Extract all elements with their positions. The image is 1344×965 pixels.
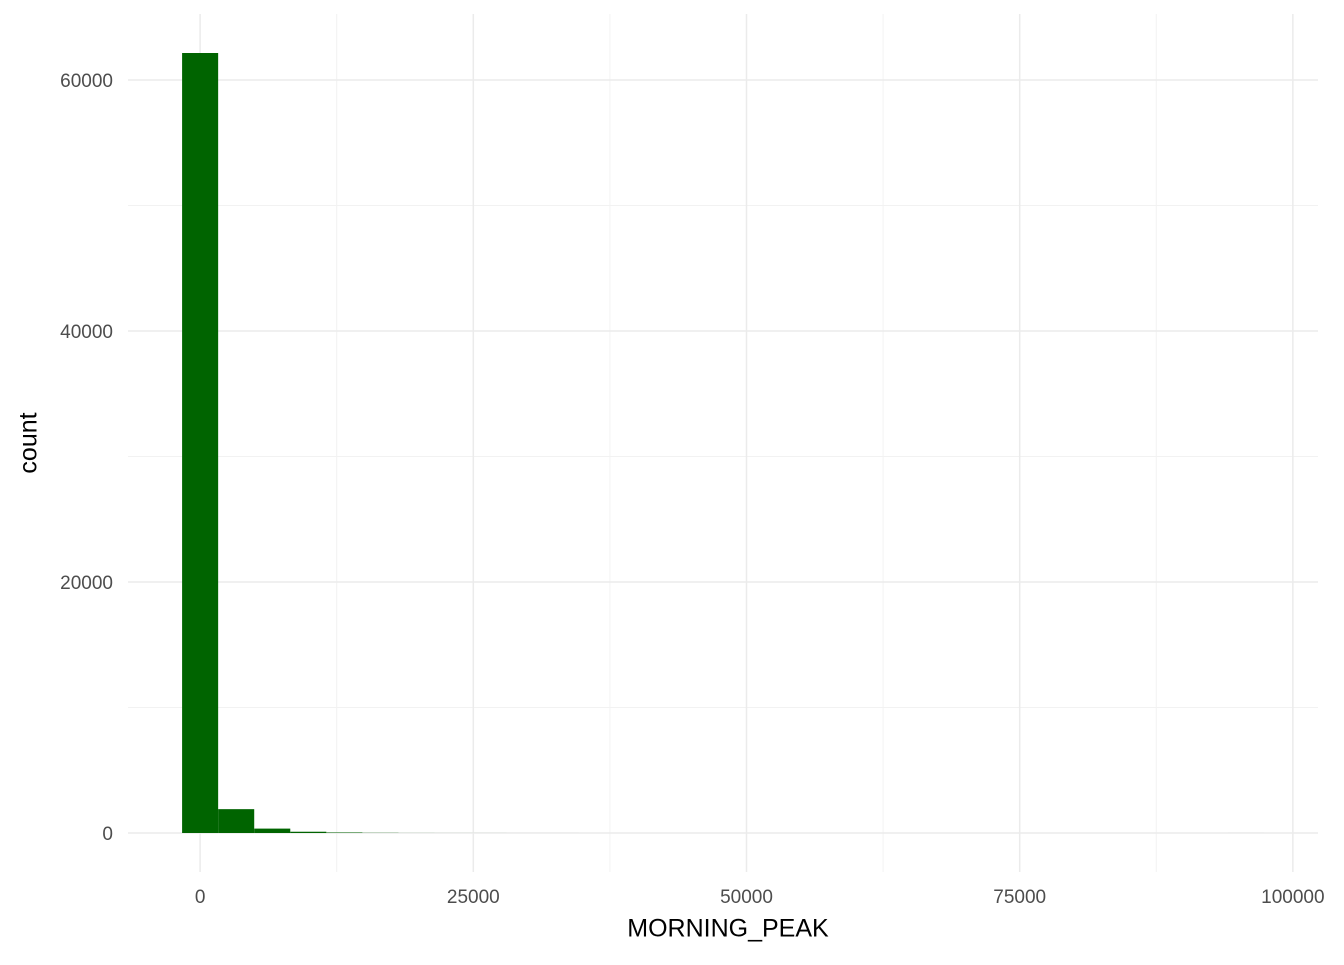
x-tick-label: 100000 xyxy=(1261,887,1324,908)
y-axis-label: count xyxy=(15,412,43,473)
bar xyxy=(254,829,290,833)
x-tick-label: 0 xyxy=(195,887,206,908)
bar xyxy=(182,53,218,833)
y-tick-label: 20000 xyxy=(60,573,113,594)
x-axis-label: MORNING_PEAK xyxy=(627,915,829,943)
bar xyxy=(290,832,326,833)
y-tick-label: 0 xyxy=(102,824,113,845)
x-tick-label: 50000 xyxy=(720,887,773,908)
x-tick-label: 75000 xyxy=(993,887,1046,908)
y-tick-label: 60000 xyxy=(60,71,113,92)
y-tick-label: 40000 xyxy=(60,322,113,343)
bar xyxy=(326,832,362,833)
bar xyxy=(218,809,254,833)
x-tick-label: 25000 xyxy=(447,887,500,908)
